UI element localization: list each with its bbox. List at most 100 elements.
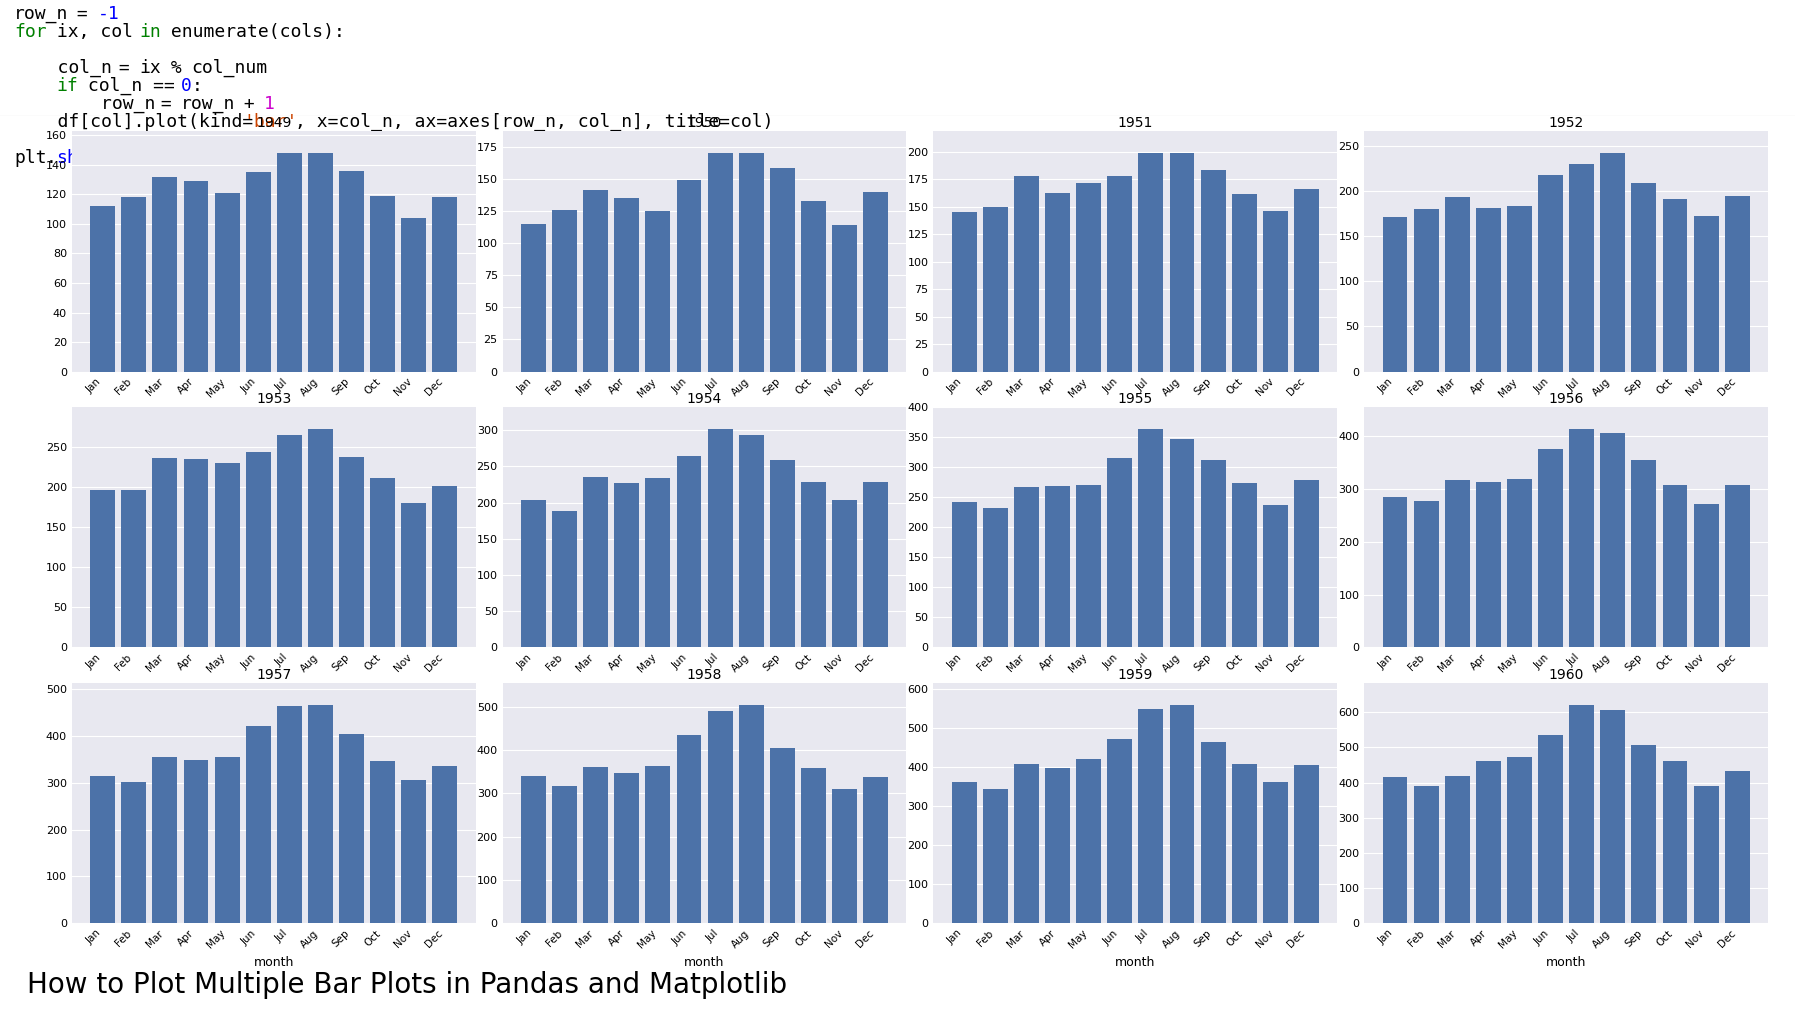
Text: in: in: [140, 23, 162, 41]
Bar: [1231, 483, 1256, 648]
Bar: [833, 500, 856, 648]
Bar: [1108, 739, 1133, 923]
Text: 0: 0: [181, 77, 192, 95]
Bar: [1382, 777, 1407, 923]
Bar: [1201, 170, 1226, 371]
Title: 1950: 1950: [687, 116, 722, 130]
X-axis label: month: month: [253, 956, 294, 969]
Bar: [1725, 197, 1750, 371]
Bar: [553, 786, 576, 923]
Bar: [863, 192, 889, 371]
Title: 1954: 1954: [687, 391, 722, 406]
Bar: [1538, 175, 1563, 371]
Text: (): (): [97, 148, 120, 166]
Bar: [1569, 429, 1594, 648]
Bar: [1601, 153, 1624, 371]
Bar: [370, 478, 395, 648]
Text: ix, col: ix, col: [45, 23, 144, 41]
Bar: [1264, 211, 1287, 371]
Bar: [1632, 745, 1657, 923]
Bar: [309, 153, 332, 371]
Text: row_n: row_n: [181, 95, 235, 113]
Bar: [1045, 193, 1070, 371]
Title: 1956: 1956: [1549, 391, 1583, 406]
Title: 1953: 1953: [257, 391, 291, 406]
Bar: [1445, 479, 1470, 648]
Bar: [122, 490, 145, 648]
Bar: [553, 512, 576, 648]
X-axis label: month: month: [1545, 956, 1587, 969]
Bar: [309, 704, 332, 923]
Bar: [276, 435, 302, 648]
Bar: [583, 477, 609, 648]
Bar: [1382, 217, 1407, 371]
Bar: [1014, 177, 1039, 371]
Bar: [1170, 439, 1194, 648]
Bar: [1108, 177, 1133, 371]
Bar: [521, 224, 546, 371]
Bar: [1475, 208, 1501, 371]
Bar: [646, 211, 670, 371]
Bar: [1231, 764, 1256, 923]
Bar: [707, 153, 732, 371]
Bar: [90, 776, 115, 923]
Bar: [246, 725, 271, 923]
Text: if: if: [56, 77, 77, 95]
Text: %: %: [160, 59, 192, 77]
Bar: [863, 777, 889, 923]
Text: ix: ix: [140, 59, 162, 77]
Bar: [1662, 761, 1687, 923]
Bar: [521, 499, 546, 648]
Bar: [521, 776, 546, 923]
Bar: [1138, 153, 1163, 371]
X-axis label: month: month: [1115, 956, 1156, 969]
Text: How to Plot Multiple Bar Plots in Pandas and Matplotlib: How to Plot Multiple Bar Plots in Pandas…: [27, 971, 786, 999]
Bar: [1601, 433, 1624, 648]
Bar: [1508, 479, 1531, 648]
Bar: [215, 193, 239, 371]
Bar: [402, 780, 425, 923]
Bar: [339, 457, 364, 648]
Bar: [1077, 759, 1100, 923]
Text: for: for: [14, 23, 47, 41]
Title: 1951: 1951: [1118, 116, 1152, 130]
Bar: [309, 429, 332, 648]
Bar: [183, 181, 208, 371]
Bar: [1569, 163, 1594, 371]
Bar: [1264, 506, 1287, 648]
Text: , x=col_n, ax=axes[row_n, col_n], title=col): , x=col_n, ax=axes[row_n, col_n], title=…: [296, 113, 774, 131]
Bar: [646, 478, 670, 648]
Bar: [583, 191, 609, 371]
Bar: [1538, 449, 1563, 648]
Bar: [1662, 485, 1687, 648]
Text: :: :: [192, 77, 203, 95]
Title: 1957: 1957: [257, 668, 291, 682]
Bar: [1601, 710, 1624, 923]
Bar: [1294, 765, 1319, 923]
Text: df[col].plot(kind=: df[col].plot(kind=: [14, 113, 253, 131]
Bar: [707, 429, 732, 648]
Bar: [122, 198, 145, 371]
Bar: [863, 481, 889, 648]
Bar: [1508, 758, 1531, 923]
Bar: [215, 757, 239, 923]
Bar: [984, 508, 1007, 648]
Bar: [246, 452, 271, 648]
Bar: [246, 173, 271, 371]
Bar: [433, 198, 458, 371]
Bar: [614, 773, 639, 923]
Text: +: +: [233, 95, 266, 113]
Bar: [1138, 709, 1163, 923]
Bar: [433, 486, 458, 648]
Bar: [1045, 769, 1070, 923]
Bar: [1414, 786, 1438, 923]
Bar: [370, 761, 395, 923]
Bar: [833, 789, 856, 923]
Bar: [801, 201, 826, 371]
Bar: [1445, 198, 1470, 371]
Bar: [402, 502, 425, 648]
Bar: [1138, 429, 1163, 648]
Bar: [677, 456, 702, 648]
Text: col_num: col_num: [192, 59, 267, 77]
Bar: [339, 735, 364, 923]
